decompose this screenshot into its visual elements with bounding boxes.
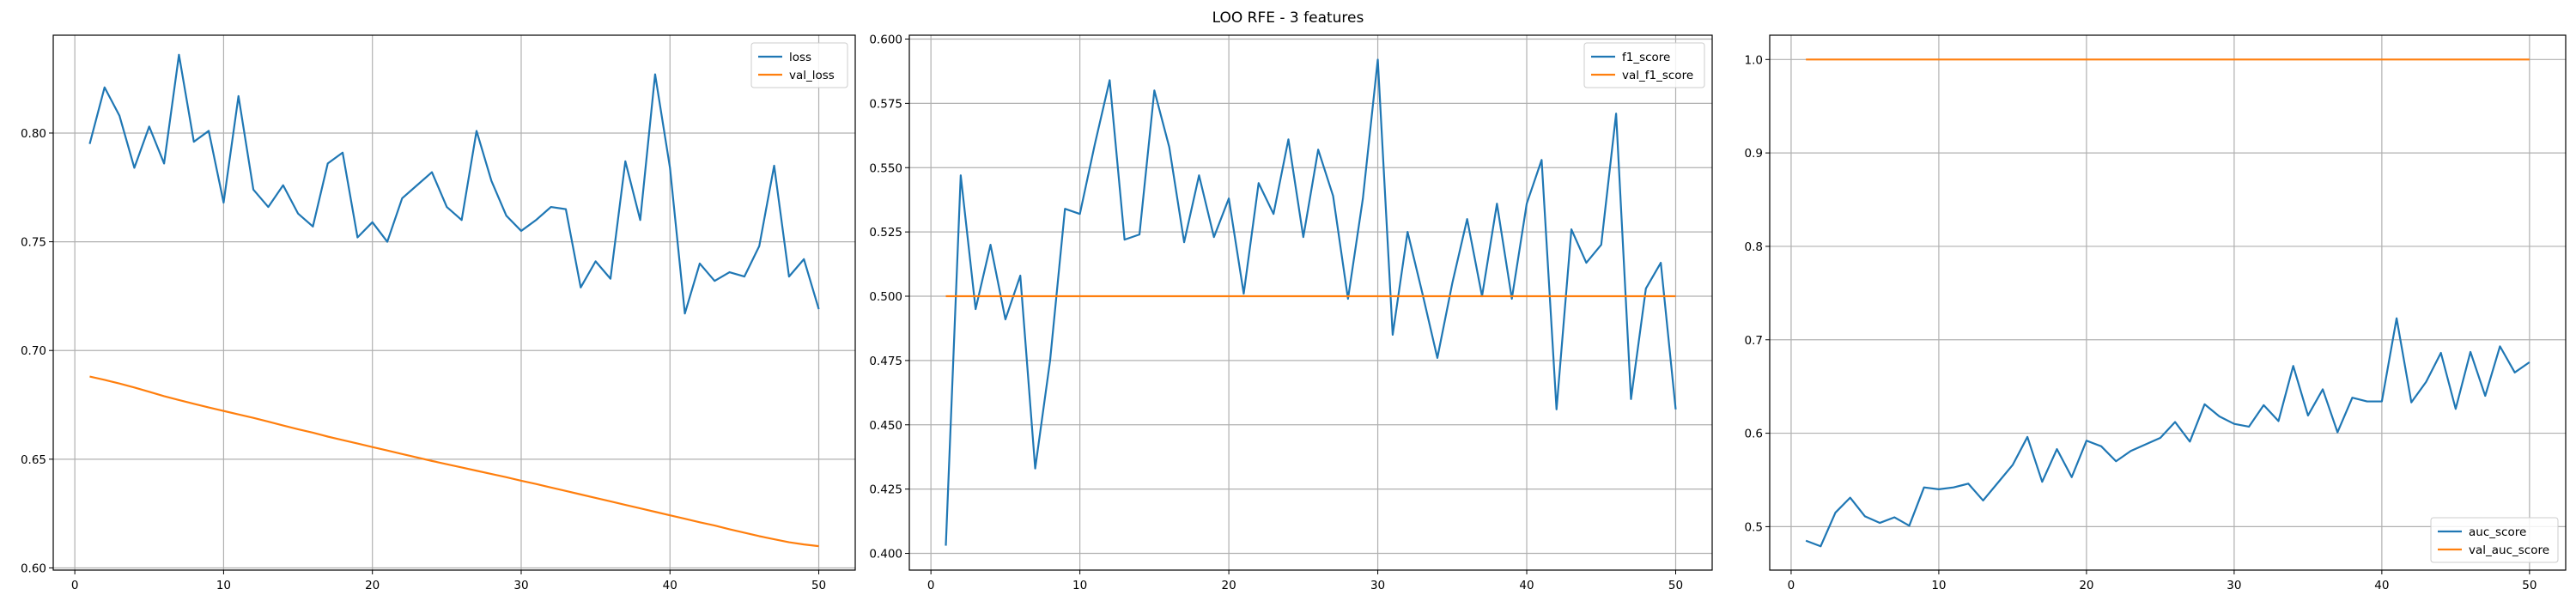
y-tick-label: 0.7 [1745,334,1763,348]
x-tick-label: 10 [1931,579,1946,592]
y-tick-label: 0.575 [869,97,902,111]
x-tick-label: 30 [2227,579,2241,592]
figure-title: LOO RFE - 3 features [1212,9,1364,27]
x-tick-label: 0 [71,579,79,592]
series-line-auc_score [1805,317,2530,548]
y-tick-label: 1.0 [1745,53,1763,67]
x-tick-label: 20 [365,579,380,592]
y-tick-label: 0.525 [869,226,902,240]
y-tick-label: 0.60 [21,562,46,575]
subplots: 0 10 20 30 40 500.600.650.700.750.80lossval_l… [21,33,2567,592]
plot-frame [908,34,1713,571]
x-tick-label: 0 [927,579,935,592]
legend: auc_score val_auc_score [2430,517,2559,563]
y-tick-label: 0.9 [1745,147,1763,161]
x-tick-label: 10 [216,579,231,592]
legend-label-auc_score: auc_score [2469,525,2526,539]
y-tick-label: 0.70 [21,344,46,358]
subplot-1: 0 10 20 30 40 50 0.60 0.65 0.70 0.75 0.80 loss val_l… [21,34,856,592]
series-line-val_loss [89,375,819,548]
series-line-loss [88,53,820,315]
subplot-2: 0 10 20 30 40 50 0.400 0.425 0.450 0.475 0.500 0.52… [869,33,1713,592]
y-tick-label: 0.8 [1745,240,1763,254]
y-tick-label: 0.500 [869,290,902,304]
legend-box [2430,517,2559,563]
x-tick-label: 40 [2374,579,2389,592]
x-tick-label: 0 [1788,579,1795,592]
series-line-f1_score [945,58,1677,546]
x-tick-label: 20 [2079,579,2093,592]
x-tick-label: 50 [1668,579,1683,592]
y-tick-label: 0.6 [1745,428,1763,441]
x-tick-label: 40 [663,579,677,592]
plot-frame [1769,34,2567,571]
y-tick-label: 0.475 [869,355,902,368]
y-tick-label: 0.5 [1745,520,1763,534]
x-tick-label: 40 [1519,579,1534,592]
x-tick-label: 50 [811,579,826,592]
legend-label-val_f1_score: val_f1_score [1622,69,1693,82]
subplot-3: 0 10 20 30 40 50 0.5 0.6 0.7 0.8 0.9 1.0 auc_scoreva… [1745,34,2567,592]
y-tick-label: 0.75 [21,236,46,250]
legend: loss val_loss [750,42,848,88]
legend-box [750,42,848,88]
y-tick-label: 0.425 [869,483,902,497]
legend-label-val_loss: val_loss [789,69,835,82]
y-tick-label: 0.65 [21,453,46,467]
y-tick-label: 0.600 [869,33,902,46]
x-tick-label: 50 [2522,579,2537,592]
legend-label-f1_score: f1_score [1622,51,1670,64]
x-tick-label: 30 [1370,579,1385,592]
x-tick-label: 10 [1072,579,1087,592]
legend-label-loss: loss [789,51,811,64]
y-tick-label: 0.80 [21,127,46,141]
y-tick-label: 0.550 [869,161,902,175]
y-tick-label: 0.450 [869,419,902,433]
y-tick-label: 0.400 [869,548,902,562]
plot-frame [52,34,856,571]
legend: f1_score val_f1_score [1583,42,1705,88]
x-tick-label: 30 [513,579,528,592]
legend-box [1583,42,1705,88]
legend-label-val_auc_score: val_auc_score [2469,543,2549,557]
x-tick-label: 20 [1221,579,1236,592]
